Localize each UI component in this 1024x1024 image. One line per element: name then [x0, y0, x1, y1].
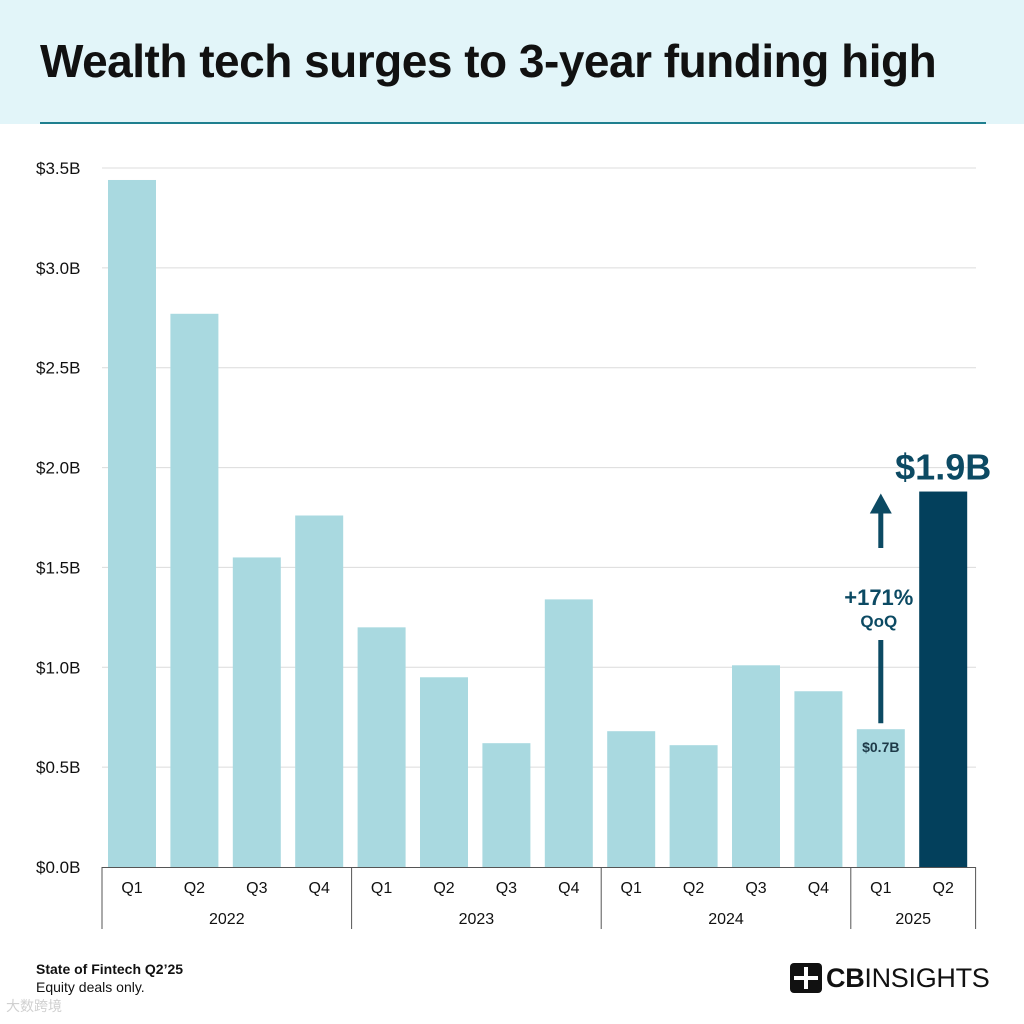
x-tick-label: Q3	[745, 880, 766, 897]
bar	[108, 179, 156, 867]
x-tick-label: Q2	[683, 880, 704, 897]
bar	[544, 599, 593, 867]
x-tick-label: Q1	[371, 880, 392, 897]
y-tick-label: $0.0B	[36, 858, 80, 877]
bar	[170, 313, 219, 867]
bar	[669, 745, 718, 867]
funding-bar-chart: $0.0B $0.5B $1.0B $1.5B $2.0B $2.5B $3.0B $3.5B…	[36, 159, 991, 929]
change-period-label: QoQ	[860, 612, 897, 631]
y-tick-label: $2.0B	[36, 459, 80, 478]
watermark: 大数跨境	[6, 998, 62, 1014]
x-tick-label: Q3	[246, 880, 267, 897]
bar	[482, 743, 531, 867]
header-divider	[40, 122, 986, 124]
x-tick-label: Q4	[808, 880, 829, 897]
y-tick-label: $2.5B	[36, 359, 80, 378]
bar	[357, 627, 406, 867]
bars	[108, 179, 968, 867]
year-label: 2025	[895, 911, 931, 928]
y-tick-label: $1.5B	[36, 558, 80, 577]
y-axis-ticks: $0.0B $0.5B $1.0B $1.5B $2.0B $2.5B $3.0B $3.5B	[36, 159, 80, 877]
bar	[295, 515, 344, 867]
x-tick-label: Q3	[496, 880, 517, 897]
logo-text-bold: CB	[826, 962, 865, 993]
chart-title: Wealth tech surges to 3-year funding hig…	[40, 35, 937, 87]
bar	[794, 691, 843, 867]
header-banner: Wealth tech surges to 3-year funding hig…	[0, 0, 1024, 124]
y-tick-label: $0.5B	[36, 758, 80, 777]
prior-value-label: $0.7B	[862, 739, 899, 755]
x-tick-label: Q2	[184, 880, 205, 897]
x-tick-label: Q1	[121, 880, 142, 897]
bar	[232, 557, 281, 867]
bar-highlight	[919, 491, 968, 867]
x-tick-label: Q2	[933, 880, 954, 897]
year-label: 2023	[459, 911, 495, 928]
x-tick-label: Q1	[621, 880, 642, 897]
logo-text-rest: INSIGHTS	[864, 962, 990, 993]
bar	[607, 731, 656, 867]
year-label: 2022	[209, 911, 245, 928]
logo-wordmark: CBINSIGHTS	[826, 963, 990, 994]
y-tick-label: $1.0B	[36, 658, 80, 677]
annotations: $1.9B $0.7B +171% QoQ	[844, 447, 991, 756]
footnote: Equity deals only.	[36, 979, 145, 995]
x-tick-label: Q4	[558, 880, 579, 897]
source-label: State of Fintech Q2’25	[36, 961, 184, 977]
bar	[856, 729, 905, 867]
year-label: 2024	[708, 911, 744, 928]
change-percent-label: +171%	[844, 585, 913, 610]
y-tick-label: $3.0B	[36, 259, 80, 278]
arrow-head	[869, 493, 892, 514]
bar	[732, 665, 780, 867]
x-tick-label: Q2	[433, 880, 454, 897]
bar	[420, 677, 468, 867]
cbinsights-logo-icon	[790, 963, 822, 993]
y-tick-label: $3.5B	[36, 159, 80, 178]
cbinsights-logo: CBINSIGHTS	[790, 962, 990, 994]
x-tick-label: Q1	[870, 880, 891, 897]
highlight-value-label: $1.9B	[895, 447, 991, 488]
x-tick-label: Q4	[309, 880, 330, 897]
